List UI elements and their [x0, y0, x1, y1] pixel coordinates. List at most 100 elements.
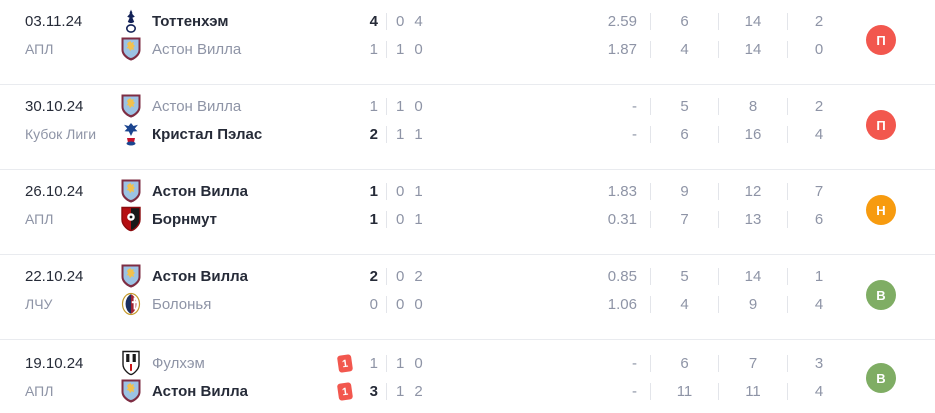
half-scores: 1 0 — [386, 40, 442, 58]
result-badge: Н — [866, 195, 896, 225]
second-half-score: 1 — [414, 182, 423, 200]
stat-value-2: 14 — [718, 40, 787, 58]
stat-value-2: 13 — [718, 210, 787, 228]
fulham-logo-icon — [110, 350, 152, 376]
tottenham-logo-icon — [110, 8, 152, 34]
team-score: 1 — [369, 210, 378, 228]
team-name: Тоттенхэм — [152, 12, 229, 30]
first-half-score: 0 — [396, 12, 405, 30]
match-row-content: 26.10.24 Астон Вилла 1 0 1 1.83 9 12 7 А… — [25, 177, 850, 233]
match-row-content: 30.10.24 Астон Вилла 1 1 0 - 5 8 2 Кубок… — [25, 92, 850, 148]
stat-value-3: 6 — [787, 210, 850, 228]
half-scores: 0 0 — [386, 295, 442, 313]
aston-villa-logo-icon — [110, 178, 152, 204]
second-half-score: 2 — [414, 267, 423, 285]
team-score: 1 — [369, 354, 378, 372]
team-name: Астон Вилла — [152, 182, 248, 200]
team-score: 1 — [369, 40, 378, 58]
half-scores: 1 0 — [386, 97, 442, 115]
stat-value-1: 6 — [650, 125, 718, 143]
competition-label: АПЛ — [25, 211, 54, 227]
result-badge: В — [866, 363, 896, 393]
team-name: Кристал Пэлас — [152, 125, 263, 143]
team-score: 4 — [369, 12, 378, 30]
first-half-score: 0 — [396, 182, 405, 200]
team-name: Болонья — [152, 295, 212, 313]
stat-xg-value: - — [632, 382, 637, 400]
team-line: АПЛ Астон Вилла 1 3 1 2 - 11 11 4 — [25, 377, 850, 405]
result-badge: П — [866, 110, 896, 140]
second-half-score: 0 — [414, 40, 423, 58]
half-scores: 0 1 — [386, 210, 442, 228]
competition-label: ЛЧУ — [25, 296, 53, 312]
stat-value-1: 7 — [650, 210, 718, 228]
half-scores: 1 1 — [386, 125, 442, 143]
stat-xg-value: 0.85 — [607, 267, 637, 285]
stat-value-3: 0 — [787, 40, 850, 58]
red-card-slot: 1 — [330, 381, 358, 401]
team-line: 26.10.24 Астон Вилла 1 0 1 1.83 9 12 7 — [25, 177, 850, 205]
first-half-score: 1 — [396, 382, 405, 400]
match-row[interactable]: 22.10.24 Астон Вилла 2 0 2 0.85 5 14 1 Л… — [0, 255, 935, 340]
match-row[interactable]: 30.10.24 Астон Вилла 1 1 0 - 5 8 2 Кубок… — [0, 85, 935, 170]
team-line: АПЛ Борнмут 1 0 1 0.31 7 13 6 — [25, 205, 850, 233]
match-row-content: 03.11.24 Тоттенхэм 4 0 4 2.59 6 14 2 АПЛ… — [25, 7, 850, 63]
first-half-score: 0 — [396, 210, 405, 228]
stat-value-2: 7 — [718, 354, 787, 372]
match-date: 30.10.24 — [25, 97, 84, 115]
half-scores: 0 4 — [386, 12, 442, 30]
stat-value-3: 1 — [787, 267, 850, 285]
team-line: АПЛ Астон Вилла 1 1 0 1.87 4 14 0 — [25, 35, 850, 63]
team-score: 3 — [369, 382, 378, 400]
stat-value-3: 2 — [787, 12, 850, 30]
half-scores: 1 0 — [386, 354, 442, 372]
first-half-score: 1 — [396, 125, 405, 143]
first-half-score: 1 — [396, 40, 405, 58]
aston-villa-logo-icon — [110, 378, 152, 404]
red-card-icon: 1 — [336, 353, 354, 373]
match-row[interactable]: 26.10.24 Астон Вилла 1 0 1 1.83 9 12 7 А… — [0, 170, 935, 255]
aston-villa-logo-icon — [110, 36, 152, 62]
team-name: Астон Вилла — [152, 97, 242, 115]
team-line: 03.11.24 Тоттенхэм 4 0 4 2.59 6 14 2 — [25, 7, 850, 35]
stat-value-1: 5 — [650, 97, 718, 115]
competition-label: Кубок Лиги — [25, 126, 97, 142]
second-half-score: 1 — [414, 125, 423, 143]
first-half-score: 1 — [396, 97, 405, 115]
second-half-score: 0 — [414, 295, 423, 313]
stat-value-3: 4 — [787, 295, 850, 313]
first-half-score: 0 — [396, 267, 405, 285]
match-row[interactable]: 03.11.24 Тоттенхэм 4 0 4 2.59 6 14 2 АПЛ… — [0, 0, 935, 85]
stat-value-2: 11 — [718, 382, 787, 400]
aston-villa-logo-icon — [110, 263, 152, 289]
match-row[interactable]: 19.10.24 Фулхэм 1 1 1 0 - 6 7 3 АПЛ Асто… — [0, 340, 935, 413]
competition-label: АПЛ — [25, 41, 54, 57]
crystal-palace-logo-icon — [110, 121, 152, 147]
team-name: Астон Вилла — [152, 40, 242, 58]
bologna-logo-icon — [110, 291, 152, 317]
team-score: 1 — [369, 97, 378, 115]
stat-value-2: 14 — [718, 12, 787, 30]
stat-value-1: 4 — [650, 40, 718, 58]
red-card-icon: 1 — [336, 381, 354, 401]
match-date: 22.10.24 — [25, 267, 84, 285]
match-row-content: 22.10.24 Астон Вилла 2 0 2 0.85 5 14 1 Л… — [25, 262, 850, 318]
competition-label: АПЛ — [25, 383, 54, 399]
stat-value-2: 14 — [718, 267, 787, 285]
team-score: 2 — [369, 125, 378, 143]
stat-value-1: 9 — [650, 182, 718, 200]
stat-value-1: 11 — [650, 382, 718, 400]
stat-value-1: 6 — [650, 12, 718, 30]
stat-value-3: 7 — [787, 182, 850, 200]
match-date: 26.10.24 — [25, 182, 84, 200]
team-name: Астон Вилла — [152, 267, 248, 285]
red-card-slot: 1 — [330, 353, 358, 373]
stat-xg-value: 1.87 — [607, 40, 637, 58]
stat-xg-value: 2.59 — [607, 12, 637, 30]
stat-value-3: 4 — [787, 382, 850, 400]
half-scores: 1 2 — [386, 382, 442, 400]
stat-value-2: 9 — [718, 295, 787, 313]
second-half-score: 0 — [414, 354, 423, 372]
half-scores: 0 1 — [386, 182, 442, 200]
